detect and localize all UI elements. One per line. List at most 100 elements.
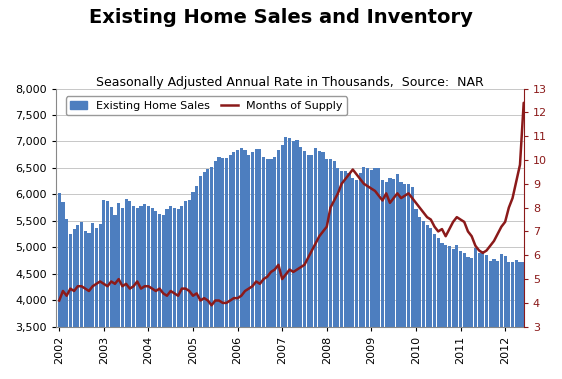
Bar	[280, 145, 284, 379]
Bar	[95, 228, 98, 379]
Bar	[232, 152, 235, 379]
Bar	[296, 140, 298, 379]
Bar	[496, 260, 499, 379]
Bar	[125, 199, 128, 379]
Bar	[87, 232, 90, 379]
Bar	[117, 204, 120, 379]
Bar	[273, 157, 277, 379]
Bar	[80, 222, 83, 379]
Bar	[355, 180, 358, 379]
Bar	[392, 179, 395, 379]
Bar	[184, 201, 187, 379]
Bar	[288, 138, 291, 379]
Bar	[158, 214, 161, 379]
Bar	[188, 200, 191, 379]
Bar	[418, 217, 422, 379]
Bar	[518, 262, 522, 379]
Bar	[474, 248, 477, 379]
Bar	[76, 225, 79, 379]
Bar	[314, 148, 317, 379]
Bar	[106, 201, 109, 379]
Bar	[135, 208, 139, 379]
Title: Seasonally Adjusted Annual Rate in Thousands,  Source:  NAR: Seasonally Adjusted Annual Rate in Thous…	[96, 75, 484, 89]
Bar	[247, 155, 250, 379]
Bar	[351, 178, 355, 379]
Bar	[478, 253, 481, 379]
Bar	[199, 176, 202, 379]
Bar	[243, 150, 247, 379]
Bar	[91, 223, 94, 379]
Bar	[537, 242, 540, 379]
Bar	[61, 202, 65, 379]
Bar	[151, 208, 153, 379]
Bar	[559, 231, 562, 379]
Bar	[381, 180, 384, 379]
Bar	[84, 231, 87, 379]
Bar	[292, 141, 295, 379]
Bar	[229, 155, 232, 379]
Bar	[262, 157, 265, 379]
Bar	[485, 255, 488, 379]
Bar	[336, 168, 339, 379]
Bar	[176, 209, 180, 379]
Bar	[98, 224, 102, 379]
Bar	[72, 229, 76, 379]
Bar	[329, 160, 332, 379]
Bar	[269, 160, 273, 379]
Bar	[192, 192, 194, 379]
Bar	[529, 244, 533, 379]
Bar	[504, 256, 507, 379]
Bar	[318, 151, 321, 379]
Bar	[396, 174, 399, 379]
Bar	[143, 204, 146, 379]
Bar	[202, 172, 206, 379]
Bar	[154, 211, 157, 379]
Bar	[500, 254, 503, 379]
Bar	[299, 147, 302, 379]
Bar	[340, 171, 343, 379]
Bar	[206, 169, 210, 379]
Bar	[526, 258, 529, 379]
Bar	[132, 205, 135, 379]
Bar	[451, 249, 455, 379]
Bar	[407, 184, 410, 379]
Bar	[169, 206, 173, 379]
Bar	[65, 219, 68, 379]
Bar	[359, 173, 362, 379]
Bar	[384, 182, 388, 379]
Bar	[489, 261, 492, 379]
Bar	[102, 200, 106, 379]
Bar	[511, 262, 514, 379]
Bar	[165, 209, 169, 379]
Bar	[425, 225, 429, 379]
Bar	[541, 232, 544, 379]
Bar	[251, 152, 254, 379]
Bar	[400, 182, 402, 379]
Bar	[422, 221, 425, 379]
Bar	[303, 151, 306, 379]
Bar	[180, 205, 183, 379]
Bar	[259, 149, 261, 379]
Bar	[217, 157, 220, 379]
Legend: Existing Home Sales, Months of Supply: Existing Home Sales, Months of Supply	[66, 97, 347, 116]
Bar	[533, 244, 536, 379]
Bar	[362, 168, 365, 379]
Bar	[552, 228, 555, 379]
Bar	[441, 243, 443, 379]
Bar	[139, 205, 143, 379]
Bar	[221, 158, 224, 379]
Bar	[225, 158, 228, 379]
Bar	[147, 205, 150, 379]
Bar	[411, 187, 414, 379]
Bar	[266, 159, 269, 379]
Bar	[429, 228, 432, 379]
Bar	[321, 152, 325, 379]
Bar	[448, 246, 451, 379]
Bar	[444, 245, 447, 379]
Bar	[366, 168, 369, 379]
Bar	[121, 208, 124, 379]
Bar	[459, 251, 462, 379]
Text: Existing Home Sales and Inventory: Existing Home Sales and Inventory	[89, 8, 473, 27]
Bar	[374, 168, 377, 379]
Bar	[58, 193, 61, 379]
